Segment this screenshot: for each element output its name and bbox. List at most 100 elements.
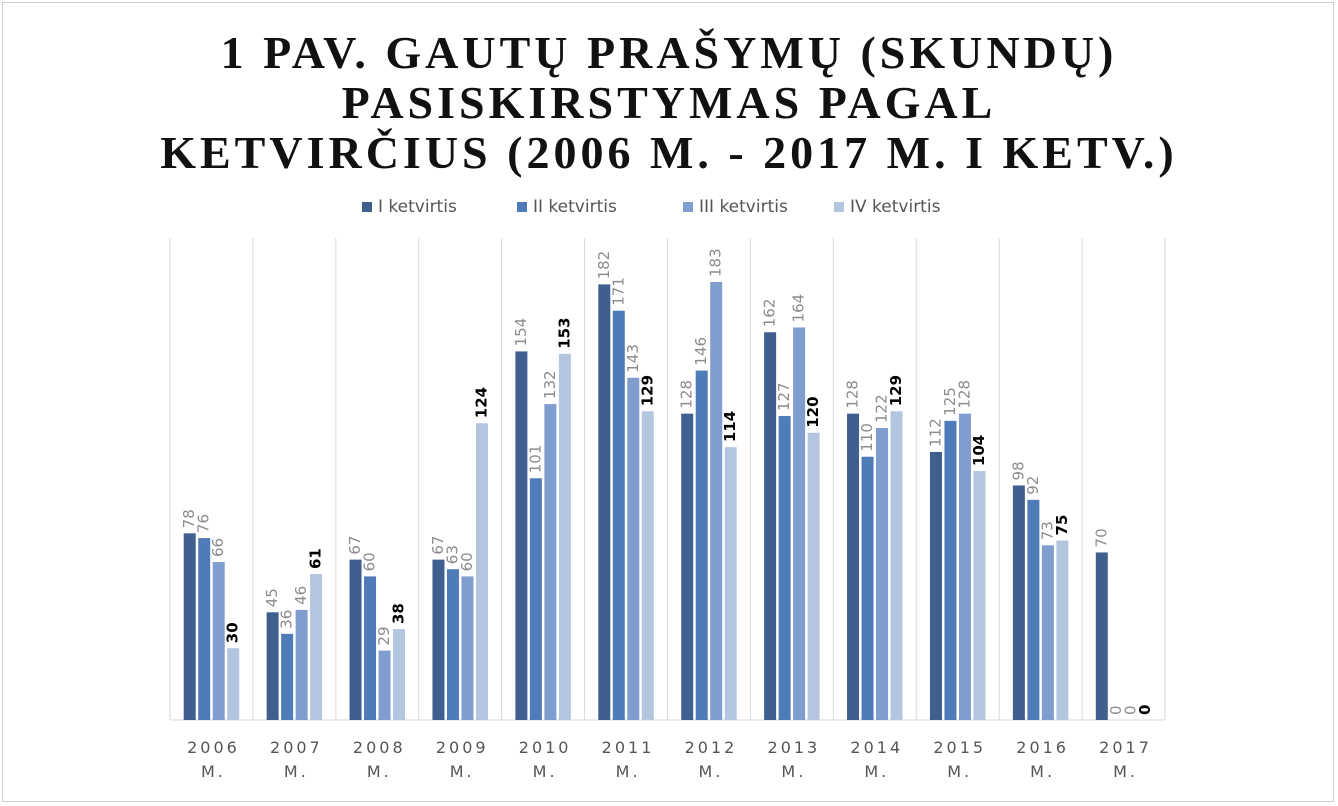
x-tick-label: 2009 M. [435,738,489,781]
bar [847,413,860,720]
x-tick-label: 2010 M. [518,738,572,781]
bar [778,416,791,720]
bar [558,353,571,720]
legend-label: III ketvirtis [699,197,788,217]
data-label: 129 [887,375,905,406]
bar [958,413,971,720]
bar [876,428,889,720]
bar [432,559,445,720]
data-label: 46 [292,586,310,605]
bar [544,404,557,720]
bar [793,327,806,720]
bar [641,411,654,720]
data-label: 128 [955,380,973,409]
data-label: 67 [429,536,447,555]
data-label: 73 [1038,521,1056,540]
data-label: 104 [970,435,988,466]
bar [929,451,942,720]
data-label: 67 [346,536,364,555]
data-label: 45 [263,588,281,607]
bar [944,420,957,720]
x-tick-label: 2011 M. [601,738,655,781]
data-label: 61 [307,548,325,569]
bar [378,650,391,720]
title-line: KETVIRČIUS (2006 M. - 2017 M. I KETV.) [160,127,1178,178]
x-tick-label: 2012 M. [684,738,738,781]
legend-label: I ketvirtis [378,197,457,217]
x-tick-label: 2014 M. [850,738,904,781]
data-label: 183 [707,248,725,277]
data-label: 114 [721,411,739,442]
data-label: 127 [775,382,793,411]
x-tick-label: 2007 M. [270,738,323,781]
data-label: 112 [926,418,944,447]
data-label: 132 [541,370,559,399]
x-tick-label: 2015 M. [933,738,987,781]
legend-swatch [683,202,693,212]
bar [266,612,279,720]
data-label: 128 [678,380,696,409]
bar [890,411,903,720]
data-label: 129 [638,375,656,406]
title-line: PASISKIRSTYMAS PAGAL [341,77,997,128]
legend-label: II ketvirtis [533,197,617,217]
data-label: 60 [458,552,476,571]
data-label: 143 [624,344,642,373]
bar [807,432,820,720]
bar [461,576,474,720]
data-label: 0 [1136,705,1154,715]
bar [281,633,294,720]
data-label: 124 [472,387,490,418]
bar [227,648,240,720]
data-label: 29 [375,626,393,645]
data-label: 0 [1107,705,1125,715]
bar [446,569,459,720]
bar [724,447,737,720]
bar [1095,552,1108,720]
bar [198,538,211,720]
bar [973,471,986,720]
bar [1027,499,1040,720]
bar [612,310,625,720]
data-label: 98 [1009,461,1027,480]
data-label: 153 [555,317,573,348]
legend-swatch [362,202,372,212]
bar [764,332,777,720]
bar [529,478,542,720]
data-label: 128 [844,380,862,409]
data-label: 164 [790,294,808,323]
data-label: 75 [1053,515,1071,536]
bar [310,574,323,720]
data-label: 38 [390,603,408,624]
data-label: 162 [761,299,779,328]
data-label: 30 [224,622,242,643]
x-tick-label: 2016 M. [1016,738,1069,781]
x-tick-label: 2008 M. [352,738,406,781]
x-tick-label: 2006 M. [187,738,240,781]
data-label: 125 [941,387,959,416]
bar [349,559,362,720]
bar [393,629,406,720]
bar [681,413,694,720]
legend-label: IV ketvirtis [850,197,941,217]
bar [1012,485,1025,720]
legend-swatch [834,202,844,212]
x-tick-label: 2017 M. [1099,738,1152,781]
data-label: 70 [1092,528,1110,547]
data-label: 146 [692,337,710,366]
bar [295,609,308,720]
data-label: 92 [1024,476,1042,495]
data-label: 66 [209,538,227,557]
bar [1056,540,1069,720]
bar [183,533,196,720]
data-label: 63 [443,545,461,564]
bar [515,351,528,720]
title-line: 1 PAV. GAUTŲ PRAŠYMŲ (SKUNDŲ) [220,27,1118,78]
bar [627,377,640,720]
bar [475,423,488,720]
data-label: 101 [526,445,544,474]
x-tick-label: 2013 M. [767,738,821,781]
bar [695,370,708,720]
